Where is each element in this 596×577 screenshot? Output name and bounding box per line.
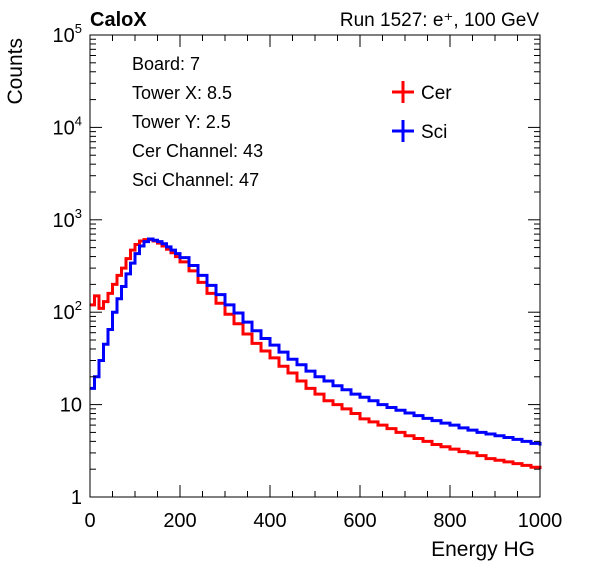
y-tick-label: 103 — [53, 206, 82, 232]
x-tick-label: 600 — [343, 510, 376, 532]
series-line-cer — [90, 238, 542, 470]
legend-label-cer: Cer — [421, 83, 452, 104]
info-line: Sci Channel: 47 — [132, 170, 259, 190]
y-tick-label: 10 — [60, 395, 82, 417]
info-line: Tower Y: 2.5 — [132, 112, 231, 132]
x-tick-label: 200 — [163, 510, 196, 532]
y-tick-label: 1 — [71, 487, 82, 509]
x-tick-label: 800 — [433, 510, 466, 532]
y-tick-label: 105 — [53, 21, 82, 47]
legend: Cer Sci — [392, 81, 452, 143]
y-axis-label: Counts — [4, 38, 27, 105]
x-tick-label: 400 — [253, 510, 286, 532]
series-layer — [90, 237, 542, 470]
x-tick-label: 1000 — [518, 510, 563, 532]
chart-header-left: CaloX — [90, 9, 147, 31]
x-axis-label: Energy HG — [431, 538, 535, 561]
y-tick-label: 102 — [53, 298, 82, 324]
legend-label-sci: Sci — [421, 122, 447, 143]
series-line-sci — [90, 237, 542, 446]
info-box: Board: 7 Tower X: 8.5 Tower Y: 2.5 Cer Chan… — [120, 47, 358, 197]
info-box-background — [120, 47, 358, 197]
x-tick-label: 0 — [84, 510, 95, 532]
y-tick-label: 104 — [53, 113, 82, 139]
tick-layer: 0 200 400 600 800 1000 1 10 102 103 104 105 — [53, 21, 563, 532]
info-line: Cer Channel: 43 — [132, 141, 263, 161]
info-line: Tower X: 8.5 — [132, 83, 232, 103]
info-line: Board: 7 — [132, 54, 200, 74]
chart-header-right: Run 1527: e⁺, 100 GeV — [340, 10, 539, 31]
